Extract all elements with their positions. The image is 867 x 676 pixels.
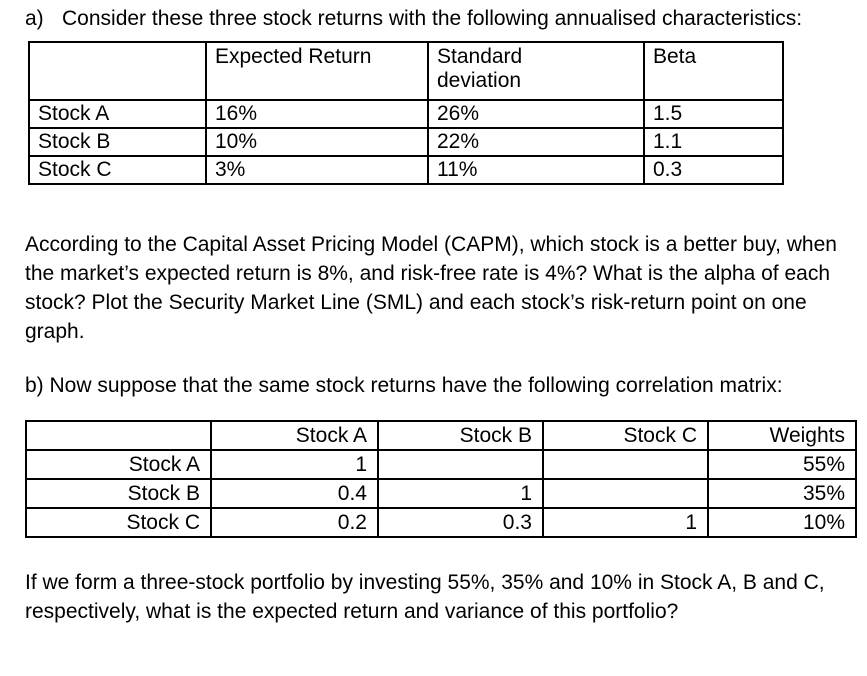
weight-a: 55% (707, 449, 857, 480)
table-row-stock-a: Stock A 16% 26% 1.5 (28, 99, 784, 129)
correlation-row-stock-b: Stock B 0.4 1 35% (25, 478, 857, 509)
weight-c: 10% (707, 507, 857, 538)
header-standard-deviation: Standard deviation (427, 41, 645, 101)
beta-value: 1.1 (643, 127, 784, 157)
beta-value: 0.3 (643, 155, 784, 185)
header-stock-b: Stock B (377, 420, 544, 451)
table-row-stock-c: Stock C 3% 11% 0.3 (28, 155, 784, 185)
expected-return-value: 16% (205, 99, 429, 129)
capm-question-paragraph: According to the Capital Asset Pricing M… (25, 233, 837, 343)
portfolio-question-paragraph: If we form a three-stock portfolio by in… (25, 571, 825, 623)
std-dev-value: 26% (427, 99, 645, 129)
correlation-header-row: Stock A Stock B Stock C Weights (25, 420, 857, 451)
header-stock-c: Stock C (542, 420, 709, 451)
row-label: Stock C (25, 507, 212, 538)
weight-b: 35% (707, 478, 857, 509)
corr-ac (542, 449, 709, 480)
row-label: Stock C (28, 155, 207, 185)
beta-value: 1.5 (643, 99, 784, 129)
correlation-row-stock-a: Stock A 1 55% (25, 449, 857, 480)
header-weights: Weights (707, 420, 857, 451)
corr-ca: 0.2 (210, 507, 379, 538)
row-label: Stock B (25, 478, 212, 509)
corr-bb: 1 (377, 478, 544, 509)
header-beta: Beta (643, 41, 784, 101)
question-a-marker: a) (25, 7, 44, 30)
stock-characteristics-header-row: Expected Return Standard deviation Beta (28, 41, 784, 101)
question-a: a) Consider these three stock returns wi… (25, 7, 853, 31)
header-expected-return: Expected Return (205, 41, 429, 101)
corr-cc: 1 (542, 507, 709, 538)
correlation-row-stock-c: Stock C 0.2 0.3 1 10% (25, 507, 857, 538)
expected-return-value: 10% (205, 127, 429, 157)
std-dev-value: 11% (427, 155, 645, 185)
header-blank (25, 420, 212, 451)
corr-aa: 1 (210, 449, 379, 480)
corr-ba: 0.4 (210, 478, 379, 509)
header-stock-a: Stock A (210, 420, 379, 451)
stock-characteristics-table: Expected Return Standard deviation Beta … (28, 41, 784, 185)
corr-bc (542, 478, 709, 509)
header-blank (28, 41, 207, 101)
corr-ab (377, 449, 544, 480)
expected-return-value: 3% (205, 155, 429, 185)
std-dev-value: 22% (427, 127, 645, 157)
row-label: Stock A (28, 99, 207, 129)
row-label: Stock A (25, 449, 212, 480)
question-a-text: Consider these three stock returns with … (62, 7, 803, 30)
correlation-matrix-table: Stock A Stock B Stock C Weights Stock A … (25, 420, 857, 538)
corr-cb: 0.3 (377, 507, 544, 538)
table-row-stock-b: Stock B 10% 22% 1.1 (28, 127, 784, 157)
question-b-paragraph: b) Now suppose that the same stock retur… (25, 374, 783, 397)
row-label: Stock B (28, 127, 207, 157)
